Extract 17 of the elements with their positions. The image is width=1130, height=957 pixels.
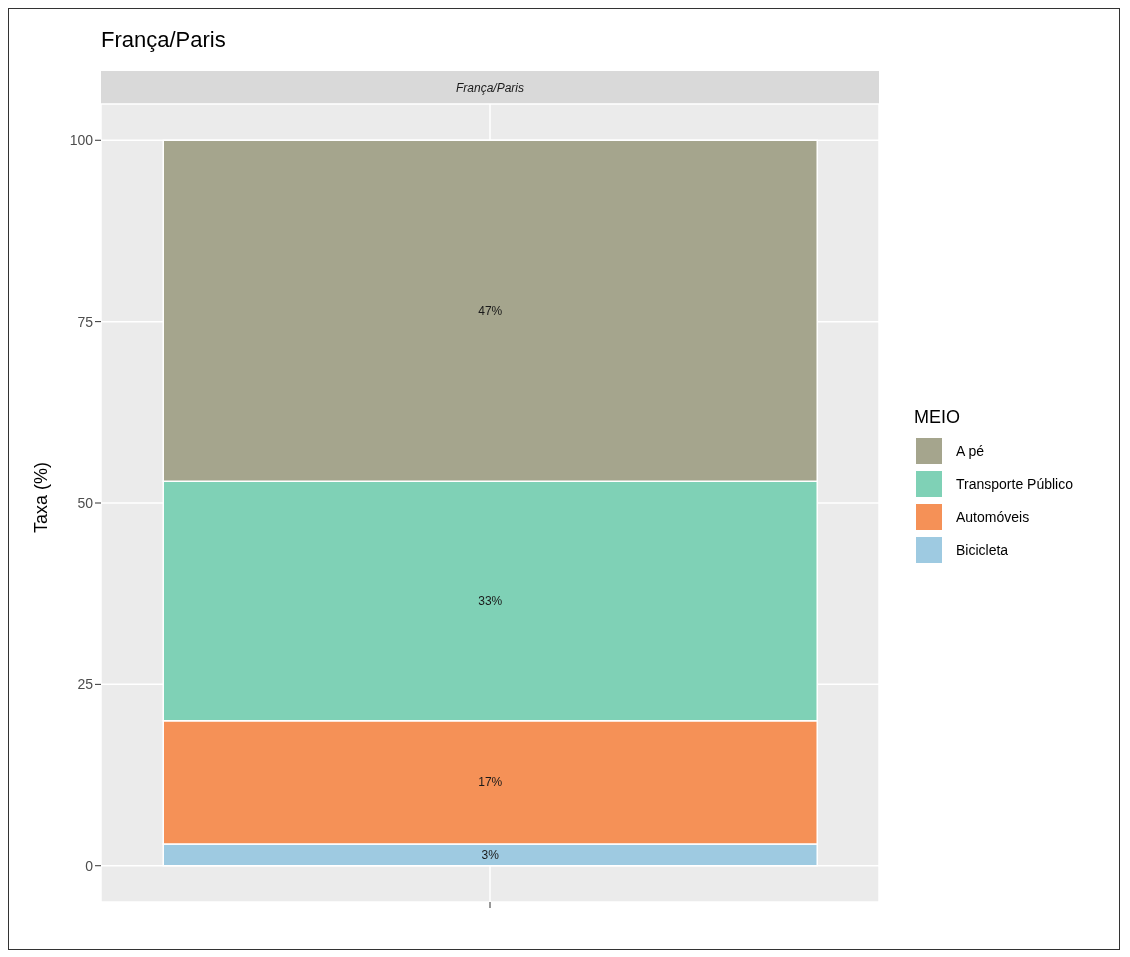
chart-title: França/Paris (101, 27, 226, 53)
legend-title: MEIO (914, 407, 961, 428)
data-label: 47% (478, 303, 503, 318)
data-label: 17% (478, 775, 503, 790)
y-axis-title: Taxa (%) (31, 461, 52, 533)
y-tick-label: 0 (85, 857, 94, 874)
y-tick-label: 100 (69, 132, 94, 149)
chart-subtitle: França/Paris (101, 71, 879, 104)
data-label: 33% (478, 593, 503, 608)
y-tick-label: 75 (77, 313, 94, 330)
legend-label: Transporte Público (956, 475, 1073, 492)
y-tick-label: 25 (77, 676, 94, 693)
y-tick-label: 50 (77, 494, 94, 511)
legend-label: A pé (956, 442, 985, 459)
data-label: 3% (481, 847, 500, 862)
legend-label: Automóveis (956, 508, 1030, 525)
legend-label: Bicicleta (956, 541, 1009, 558)
